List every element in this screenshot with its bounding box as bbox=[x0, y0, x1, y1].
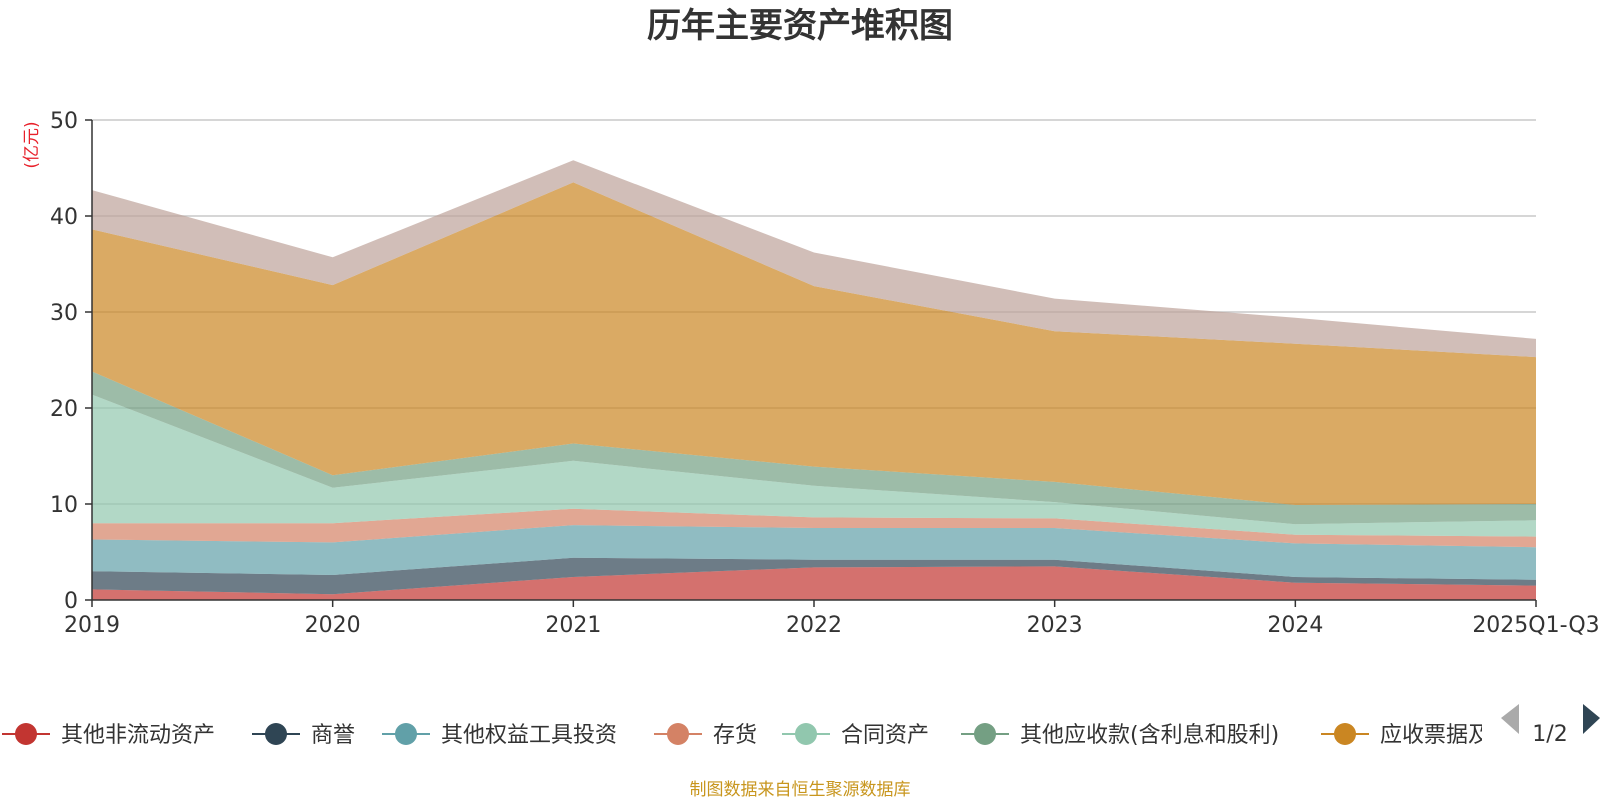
legend-marker-icon bbox=[795, 723, 817, 745]
y-tick-label: 10 bbox=[50, 493, 78, 518]
y-tick-label: 50 bbox=[50, 109, 78, 134]
legend-label: 其他权益工具投资 bbox=[441, 723, 617, 748]
area-series-6 bbox=[92, 182, 1536, 505]
legend-marker-icon bbox=[15, 723, 37, 745]
area-series-2 bbox=[92, 525, 1536, 580]
legend-label: 存货 bbox=[713, 723, 757, 748]
x-tick-label: 2021 bbox=[545, 613, 601, 638]
legend-item-4[interactable]: 合同资产 bbox=[782, 723, 929, 748]
legend-marker-icon bbox=[1334, 723, 1356, 745]
x-tick-label: 2025Q1-Q3 bbox=[1472, 613, 1599, 638]
area-series-3 bbox=[92, 508, 1536, 548]
legend-pager: 1/2 bbox=[1501, 704, 1600, 747]
legend-label: 商誉 bbox=[311, 723, 355, 748]
data-source-note: 制图数据来自恒生聚源数据库 bbox=[690, 780, 911, 800]
x-tick-label: 2019 bbox=[64, 613, 120, 638]
legend-item-3[interactable]: 存货 bbox=[654, 723, 757, 748]
legend-item-5[interactable]: 其他应收款(含利息和股利) bbox=[961, 723, 1279, 748]
legend-prev-arrow-icon[interactable] bbox=[1501, 704, 1519, 734]
y-tick-label: 40 bbox=[50, 205, 78, 230]
x-tick-label: 2022 bbox=[786, 613, 842, 638]
area-series-0 bbox=[92, 566, 1536, 600]
legend-label: 应收票据及应收账款 bbox=[1380, 723, 1578, 748]
legend-next-arrow-icon[interactable] bbox=[1583, 704, 1600, 734]
legend: 其他非流动资产 商誉 其他权益工具投资 存货 合同资产 其他应收款(含利息和股利) 应收票据… bbox=[2, 723, 1578, 748]
x-tick-label: 2020 bbox=[305, 613, 361, 638]
legend-page-indicator: 1/2 bbox=[1532, 722, 1567, 747]
y-axis-label: (亿元) bbox=[22, 121, 42, 168]
area-series-4 bbox=[92, 394, 1536, 537]
x-tick-label: 2024 bbox=[1267, 613, 1323, 638]
legend-item-1[interactable]: 商誉 bbox=[252, 723, 355, 748]
legend-label: 合同资产 bbox=[841, 723, 929, 748]
legend-marker-icon bbox=[265, 723, 287, 745]
y-tick-label: 0 bbox=[64, 589, 78, 614]
x-tick-label: 2023 bbox=[1027, 613, 1083, 638]
axes: 0 10 20 30 40 50 2019 2020 2021 2022 2023 2024 2025Q… bbox=[50, 109, 1600, 638]
legend-marker-icon bbox=[395, 723, 417, 745]
y-tick-label: 30 bbox=[50, 301, 78, 326]
legend-item-0[interactable]: 其他非流动资产 bbox=[2, 723, 215, 748]
area-series-7 bbox=[92, 160, 1536, 358]
area-series-5 bbox=[92, 371, 1536, 525]
legend-label: 其他非流动资产 bbox=[61, 723, 215, 748]
legend-marker-icon bbox=[667, 723, 689, 745]
chart-title: 历年主要资产堆积图 bbox=[647, 6, 953, 46]
legend-item-2[interactable]: 其他权益工具投资 bbox=[382, 723, 617, 748]
area-series-group bbox=[92, 160, 1536, 600]
area-series-1 bbox=[92, 557, 1536, 595]
legend-item-6[interactable]: 应收票据及应收账款 bbox=[1321, 723, 1578, 748]
legend-marker-icon bbox=[974, 723, 996, 745]
y-tick-label: 20 bbox=[50, 397, 78, 422]
legend-label: 其他应收款(含利息和股利) bbox=[1020, 723, 1279, 748]
